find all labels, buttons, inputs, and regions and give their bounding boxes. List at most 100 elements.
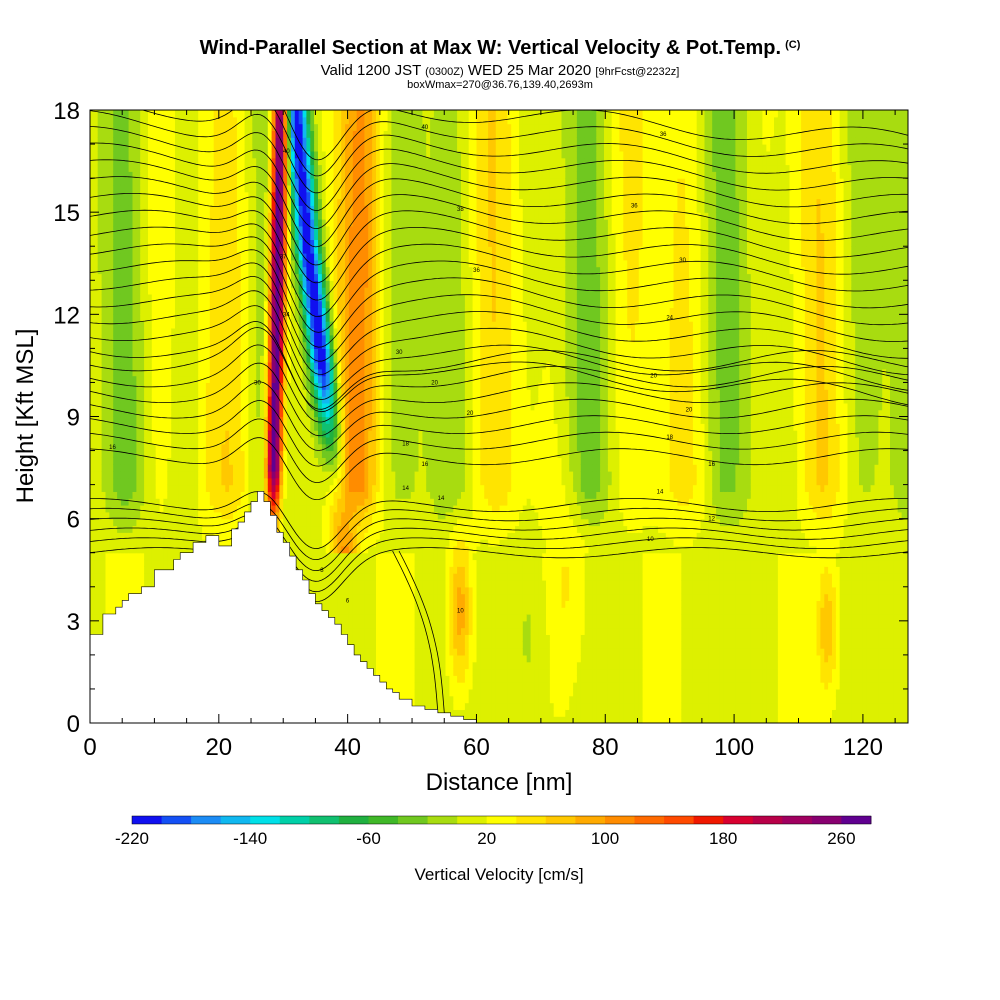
velocity-cell <box>252 157 257 166</box>
velocity-cell <box>124 116 130 125</box>
velocity-cell <box>90 225 95 234</box>
velocity-cell <box>136 491 141 499</box>
velocity-cell <box>167 457 172 465</box>
velocity-cell <box>198 239 203 247</box>
velocity-cell <box>213 491 219 499</box>
velocity-cell <box>105 293 110 302</box>
velocity-cell <box>144 321 149 329</box>
velocity-cell <box>93 273 99 281</box>
velocity-cell <box>287 280 292 288</box>
velocity-cell <box>190 150 195 159</box>
velocity-cell <box>209 464 215 472</box>
velocity-cell <box>291 409 296 418</box>
velocity-cell <box>128 123 134 131</box>
velocity-cell <box>205 137 211 145</box>
velocity-cell <box>163 552 168 561</box>
velocity-cell <box>213 293 219 302</box>
velocity-cell <box>101 416 107 424</box>
velocity-cell <box>163 498 168 506</box>
velocity-cell <box>171 552 176 561</box>
velocity-cell <box>213 484 219 492</box>
velocity-cell <box>267 287 273 295</box>
velocity-cell <box>198 157 203 166</box>
velocity-cell <box>155 157 161 166</box>
velocity-cell <box>124 314 130 322</box>
velocity-cell <box>178 171 184 179</box>
velocity-cell <box>190 416 195 424</box>
velocity-cell <box>291 416 296 424</box>
velocity-cell <box>124 382 130 390</box>
velocity-cell <box>167 471 172 479</box>
velocity-cell <box>171 409 176 418</box>
velocity-cell <box>109 259 114 268</box>
velocity-cell <box>167 300 172 309</box>
velocity-cell <box>171 205 176 213</box>
velocity-cell <box>97 164 103 172</box>
velocity-cell <box>151 266 157 275</box>
velocity-cell <box>248 355 253 363</box>
velocity-cell <box>182 532 188 540</box>
velocity-cell <box>294 253 300 261</box>
velocity-cell <box>151 382 157 390</box>
velocity-cell <box>209 164 215 172</box>
velocity-cell <box>298 545 304 554</box>
velocity-cell <box>217 375 222 383</box>
velocity-cell <box>291 225 296 234</box>
velocity-cell <box>159 287 165 295</box>
velocity-cell <box>178 287 184 295</box>
velocity-cell <box>93 293 99 302</box>
velocity-cell <box>213 130 219 138</box>
velocity-cell <box>101 491 107 499</box>
velocity-cell <box>229 498 234 506</box>
velocity-cell <box>101 600 107 608</box>
velocity-cell <box>140 137 145 145</box>
velocity-cell <box>132 293 137 302</box>
velocity-cell <box>136 464 141 472</box>
velocity-cell <box>263 191 269 200</box>
velocity-cell <box>271 219 277 227</box>
velocity-cell <box>229 436 234 445</box>
velocity-cell <box>120 171 126 179</box>
velocity-cell <box>190 198 195 206</box>
velocity-cell <box>113 314 118 322</box>
velocity-cell <box>233 150 238 159</box>
velocity-cell <box>155 239 161 247</box>
velocity-cell <box>291 287 296 295</box>
velocity-cell <box>198 368 203 377</box>
velocity-cell <box>109 600 114 608</box>
velocity-cell <box>294 293 300 302</box>
velocity-cell <box>248 280 253 288</box>
velocity-cell <box>151 457 157 465</box>
velocity-cell <box>260 457 265 465</box>
velocity-cell <box>217 164 222 172</box>
velocity-cell <box>256 402 261 411</box>
velocity-cell <box>132 219 137 227</box>
velocity-cell <box>155 443 161 452</box>
velocity-cell <box>182 212 188 220</box>
velocity-cell <box>209 348 215 356</box>
velocity-cell <box>229 178 234 186</box>
velocity-cell <box>291 484 296 492</box>
velocity-cell <box>283 321 288 329</box>
velocity-cell <box>194 491 199 499</box>
velocity-cell <box>124 198 130 206</box>
velocity-cell <box>167 273 172 281</box>
velocity-cell <box>186 321 192 329</box>
velocity-cell <box>117 539 122 547</box>
velocity-cell <box>298 396 304 404</box>
velocity-cell <box>252 375 257 383</box>
velocity-cell <box>194 137 199 145</box>
velocity-cell <box>109 607 114 615</box>
velocity-cell <box>221 253 226 261</box>
velocity-cell <box>217 362 222 370</box>
velocity-cell <box>151 280 157 288</box>
velocity-cell <box>213 464 219 472</box>
velocity-cell <box>225 423 230 431</box>
velocity-cell <box>209 239 215 247</box>
velocity-cell <box>97 225 103 234</box>
velocity-cell <box>136 532 141 540</box>
velocity-cell <box>90 280 95 288</box>
velocity-cell <box>194 205 199 213</box>
velocity-cell <box>233 246 238 254</box>
velocity-cell <box>120 491 126 499</box>
